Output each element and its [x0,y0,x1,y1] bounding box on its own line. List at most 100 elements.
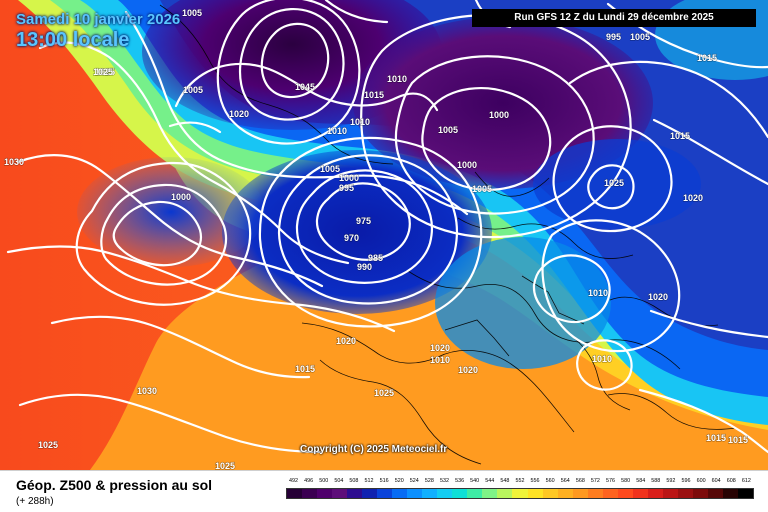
legend-color-swatch [647,489,663,498]
isobar-label: 1010 [327,126,347,136]
isobar-labels: 1005 1025 1030 1020 1005 1045 1015 1010 … [3,7,748,470]
isobar-label: 1020 [336,336,356,346]
weather-map: 1005 1025 1030 1020 1005 1045 1015 1010 … [0,0,768,470]
legend-color-swatch [452,489,468,498]
legend-color-swatch [512,489,528,498]
isobar-label: 1025 [215,461,235,470]
legend-label: 544 [485,478,495,484]
isobar-label: 1005 [320,164,340,174]
legend-color-swatch [422,489,438,498]
legend-label: 576 [606,478,616,484]
legend-color-swatch [467,489,483,498]
legend-label: 532 [439,478,449,484]
legend-color-swatch [287,489,303,498]
legend-color-swatch [617,489,633,498]
isobar-label: 1030 [137,386,157,396]
mediterranean-blue-cell [435,237,611,369]
legend-color-swatch [722,489,738,498]
forecast-date: Samedi 10 janvier 2026 [16,11,181,28]
legend-label: 584 [636,478,646,484]
legend-label: 604 [711,478,721,484]
legend-color-swatch [587,489,603,498]
isobar-label: 1010 [350,117,370,127]
legend-label: 512 [364,478,374,484]
isobar-label: 995 [339,183,354,193]
isobar-label: 1000 [457,160,477,170]
legend-labels: 492 496 500 504 508 512 516 520 524 528 532 536 540 5… [286,476,754,486]
isobar-label: 1025 [374,388,394,398]
isobar-label: 1015 [697,53,717,63]
legend-label: 572 [590,478,600,484]
legend-color-swatch [692,489,708,498]
legend-color-swatch [632,489,648,498]
isobar-label: 970 [344,233,359,243]
isobar-label: 1025 [604,178,624,188]
legend-label: 556 [530,478,540,484]
isobar-label: 1015 [728,435,748,445]
isobar-label: 1025 [95,67,115,77]
legend-color-swatch [392,489,408,498]
legend-label: 524 [409,478,419,484]
legend-label: 588 [651,478,661,484]
isobar-label: 1005 [438,125,458,135]
isobar-label: 975 [356,216,371,226]
isobar-label: 1025 [93,67,113,77]
legend-color-swatch [662,489,678,498]
legend-label: 528 [424,478,434,484]
legend-label: 596 [681,478,691,484]
isobar-label: 1045 [295,82,315,92]
legend-label: 496 [304,478,314,484]
legend-color-swatch [677,489,693,498]
legend-label: 608 [726,478,736,484]
isobar-label: 1000 [339,173,359,183]
legend-color-swatch [347,489,363,498]
legend-label: 552 [515,478,525,484]
isobar-label: 1010 [592,354,612,364]
legend-label: 492 [289,478,299,484]
isobar-label: 1015 [670,131,690,141]
isobar-label: 1015 [295,364,315,374]
legend-label: 560 [545,478,555,484]
isobar-label: 1025 [38,440,58,450]
legend-color-swatch [377,489,393,498]
isobar-label: 1005 [630,32,650,42]
map-footer: Géop. Z500 & pression au sol (+ 288h) 49… [0,470,768,512]
isobar-label: 1020 [683,193,703,203]
isobar-label: 1000 [489,110,509,120]
isobar-label: 1020 [458,365,478,375]
legend-color-swatch [482,489,498,498]
legend-label: 568 [575,478,585,484]
legend-color-bar [286,488,754,499]
isobar-label: 1005 [472,184,492,194]
isobar-label: 1010 [387,74,407,84]
legend-label: 516 [379,478,389,484]
isobar-label: 1010 [588,288,608,298]
color-legend: 492 496 500 504 508 512 516 520 524 528 532 536 540 5… [286,476,754,508]
legend-label: 580 [621,478,631,484]
legend-label: 548 [500,478,510,484]
isobar-label: 1010 [430,355,450,365]
legend-color-swatch [332,489,348,498]
legend-color-swatch [302,489,318,498]
footer-title: Géop. Z500 & pression au sol [16,477,213,493]
legend-label: 600 [696,478,706,484]
legend-color-swatch [572,489,588,498]
legend-color-swatch [527,489,543,498]
isobar-label: 1020 [229,109,249,119]
isobar-label: 1020 [430,343,450,353]
legend-color-swatch [707,489,723,498]
east-blue-cell [533,139,701,229]
legend-color-swatch [362,489,378,498]
isobar-label: 990 [357,262,372,272]
footer-subtitle: (+ 288h) [16,496,54,507]
run-banner: Run GFS 12 Z du Lundi 29 décembre 2025 [472,9,756,27]
isobar-label: 1015 [364,90,384,100]
isobar-label: 1020 [648,292,668,302]
legend-label: 504 [334,478,344,484]
forecast-time: 13:00 locale [16,29,130,51]
isobar-label: 1030 [4,157,24,167]
legend-label: 508 [349,478,359,484]
legend-label: 612 [741,478,751,484]
legend-color-swatch [542,489,558,498]
legend-label: 520 [394,478,404,484]
